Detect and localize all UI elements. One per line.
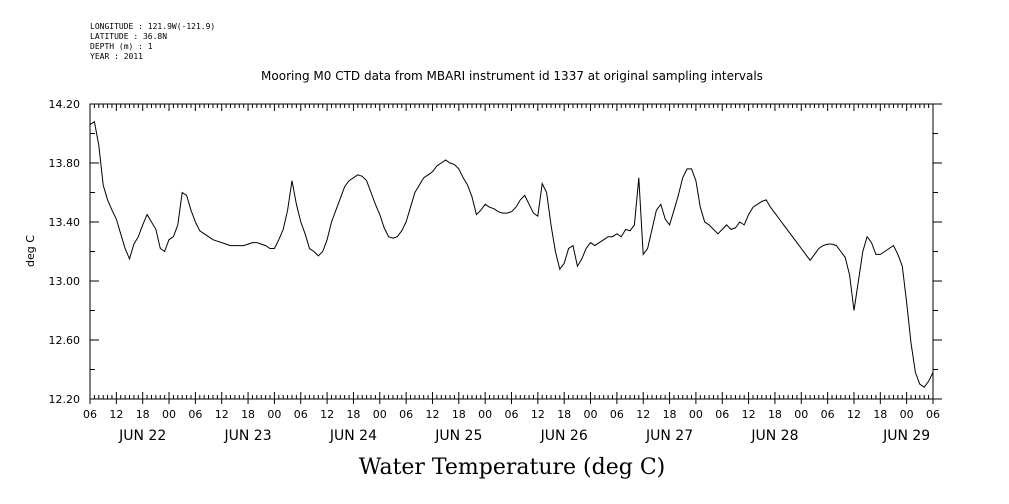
chart-title: Mooring M0 CTD data from MBARI instrumen…: [261, 69, 763, 83]
x-hour-label: 18: [768, 408, 782, 421]
x-hour-label: 00: [900, 408, 914, 421]
x-hour-label: 18: [557, 408, 571, 421]
water-temperature-line: [89, 120, 934, 388]
y-tick-label: 12.20: [49, 393, 81, 406]
x-day-label: JUN 24: [329, 428, 377, 444]
y-axis-label: deg C: [24, 235, 37, 267]
x-hour-label: 12: [636, 408, 650, 421]
year-label: YEAR : 2011: [90, 52, 143, 61]
x-hour-label: 06: [294, 408, 308, 421]
x-hour-label: 06: [715, 408, 729, 421]
y-tick-label: 14.20: [49, 98, 81, 111]
x-hour-label: 12: [425, 408, 439, 421]
latitude-label: LATITUDE : 36.8N: [90, 32, 168, 41]
metadata-block: LONGITUDE : 121.9W(-121.9) LATITUDE : 36…: [90, 22, 215, 62]
x-hour-label: 12: [742, 408, 756, 421]
x-hour-label: 12: [215, 408, 229, 421]
x-day-label: JUN 27: [645, 428, 693, 444]
longitude-label: LONGITUDE : 121.9W(-121.9): [90, 22, 216, 31]
y-tick-label: 13.00: [49, 275, 81, 288]
x-axis: 06 12 18 00 06 12 18 00 06 12 18 00 06 12 18 00 06 12 18 00…: [83, 104, 940, 444]
x-hour-label: 12: [531, 408, 545, 421]
x-day-label: JUN 22: [118, 428, 166, 444]
y-tick-label: 12.60: [49, 334, 81, 347]
x-day-label: JUN 23: [224, 428, 272, 444]
x-hour-label: 06: [83, 408, 97, 421]
x-day-label: JUN 25: [434, 428, 482, 444]
depth-label: DEPTH (m) : 1: [90, 42, 153, 51]
plot-frame: [89, 103, 934, 400]
y-tick-label: 13.40: [49, 216, 81, 229]
x-axis-label: Water Temperature (deg C): [359, 455, 666, 480]
x-hour-label: 06: [505, 408, 519, 421]
x-hour-label: 18: [452, 408, 466, 421]
x-day-label: JUN 29: [882, 428, 930, 444]
x-hour-label: 00: [794, 408, 808, 421]
x-hour-label: 00: [689, 408, 703, 421]
x-hour-label: 12: [847, 408, 861, 421]
x-hour-label: 06: [188, 408, 202, 421]
x-hour-label: 12: [109, 408, 123, 421]
x-day-label: JUN 26: [540, 428, 588, 444]
x-hour-label: 00: [584, 408, 598, 421]
x-hour-label: 06: [610, 408, 624, 421]
x-hour-label: 18: [873, 408, 887, 421]
x-hour-label: 18: [346, 408, 360, 421]
x-hour-label: 00: [162, 408, 176, 421]
x-hour-label: 06: [926, 408, 940, 421]
x-hour-label: 00: [267, 408, 281, 421]
x-hour-label: 12: [320, 408, 334, 421]
x-hour-label: 00: [373, 408, 387, 421]
x-hour-label: 06: [399, 408, 413, 421]
x-hour-label: 06: [821, 408, 835, 421]
x-day-label: JUN 28: [750, 428, 798, 444]
x-hour-label: 00: [478, 408, 492, 421]
y-tick-label: 13.80: [49, 157, 81, 170]
x-hour-label: 18: [241, 408, 255, 421]
y-axis: 12.20 12.60 13.00 13.40 13.80 14.20: [49, 98, 942, 406]
x-hour-label: 18: [663, 408, 677, 421]
x-hour-label: 18: [136, 408, 150, 421]
